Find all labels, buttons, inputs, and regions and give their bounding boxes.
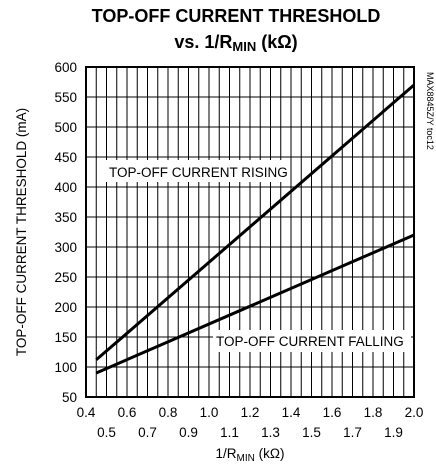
y-tick-label: 400	[54, 180, 77, 195]
y-tick-label: 200	[54, 300, 77, 315]
y-tick-label: 100	[54, 360, 77, 375]
x-tick-label: 0.4	[77, 405, 96, 420]
x-tick-label: 0.8	[159, 405, 178, 420]
x-tick-label: 2.0	[405, 405, 424, 420]
y-tick-label: 350	[54, 210, 77, 225]
y-tick-label: 500	[54, 120, 77, 135]
annotation-falling-bg	[213, 330, 411, 352]
x-tick-label: 1.8	[364, 405, 383, 420]
y-tick-label: 450	[54, 150, 77, 165]
x-tick-label: 1.6	[323, 405, 342, 420]
x-tick-label: 0.6	[118, 405, 137, 420]
series-line-falling	[95, 233, 415, 375]
chart-title-line1: TOP-OFF CURRENT THRESHOLD	[92, 6, 381, 26]
y-tick-label: 150	[54, 330, 77, 345]
x-tick-label: 1.1	[220, 425, 239, 440]
x-tick-label: 1.9	[384, 425, 403, 440]
x-tick-label: 1.4	[282, 405, 301, 420]
x-tick-label: 1.5	[302, 425, 321, 440]
y-tick-label: 600	[54, 60, 77, 75]
x-tick-label: 1.3	[261, 425, 280, 440]
plot-frame	[85, 66, 415, 398]
annotation-falling: TOP-OFF CURRENT FALLING	[216, 334, 404, 349]
x-tick-label: 1.7	[343, 425, 362, 440]
y-tick-label: 550	[54, 90, 77, 105]
x-axis-label: 1/RMIN (kΩ)	[216, 446, 285, 464]
annotation-rising-bg	[106, 160, 290, 182]
figure-code: MAX8845Z/Y toc12	[425, 72, 435, 150]
series-group	[95, 83, 415, 375]
y-tick-label: 300	[54, 240, 77, 255]
x-tick-label: 0.9	[179, 425, 198, 440]
x-tick-label: 0.5	[97, 425, 116, 440]
y-axis-label: TOP-OFF CURRENT THRESHOLD (mA)	[14, 108, 29, 356]
x-tick-label: 0.7	[138, 425, 157, 440]
y-tick-label: 250	[54, 270, 77, 285]
chart-title-line2: vs. 1/RMIN (kΩ)	[174, 32, 297, 54]
x-tick-label: 1.0	[200, 405, 219, 420]
x-tick-labels: 0.4 0.6 0.8 1.0 1.2 1.4 1.6 1.8 2.0 0.5 0.7 0.9 1.1 1…	[77, 405, 424, 440]
y-tick-labels: 600 550 500 450 400 350 300 250 200 150 100 50	[54, 60, 77, 405]
annotation-rising: TOP-OFF CURRENT RISING	[109, 165, 288, 180]
series-line-rising	[95, 83, 415, 361]
y-tick-label: 50	[62, 390, 77, 405]
x-tick-label: 1.2	[241, 405, 260, 420]
